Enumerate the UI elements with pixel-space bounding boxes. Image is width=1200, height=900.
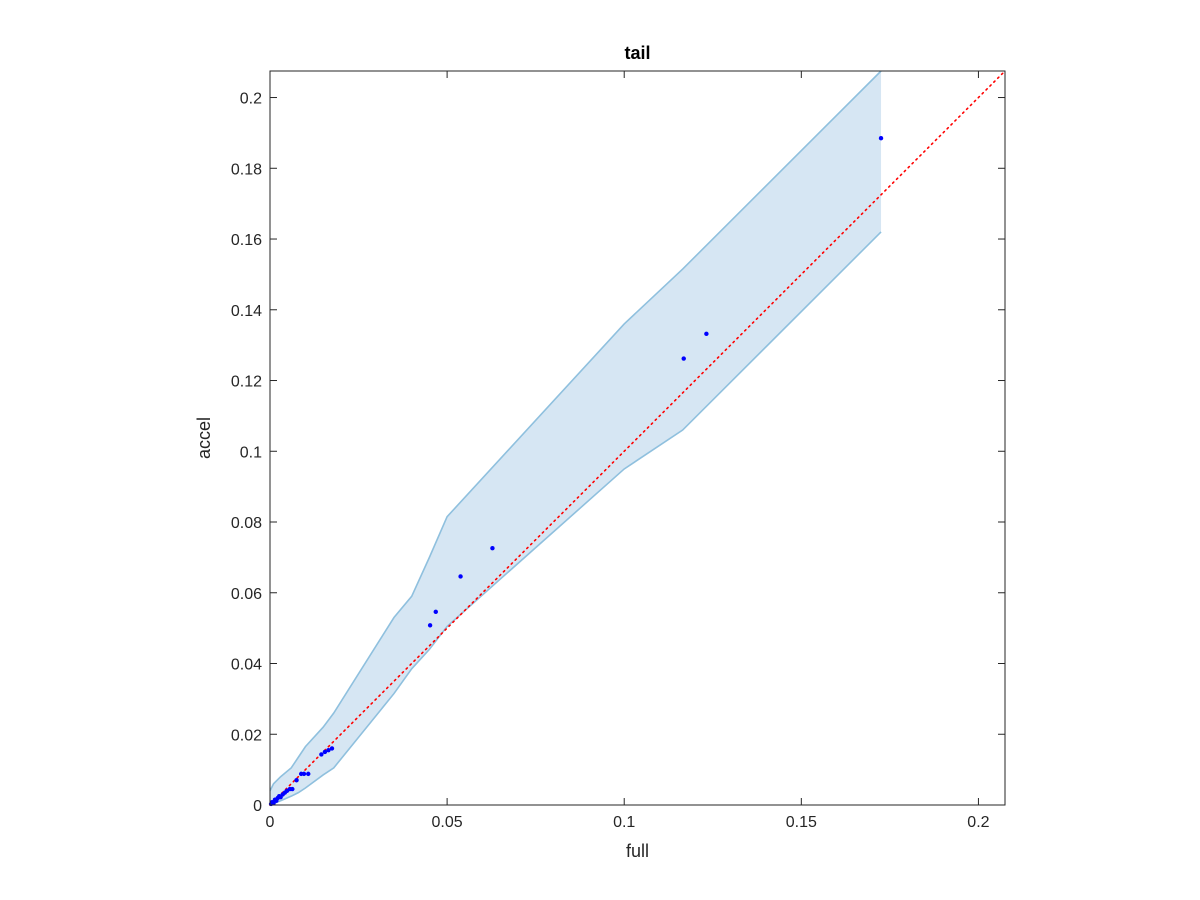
plot-frame bbox=[269, 70, 1006, 806]
y-tick-label: 0.08 bbox=[231, 515, 262, 532]
x-tick-label: 0.15 bbox=[786, 814, 817, 831]
data-point bbox=[322, 749, 328, 755]
y-tick-label: 0.04 bbox=[231, 657, 262, 674]
data-point bbox=[878, 136, 884, 141]
band-fill bbox=[270, 71, 882, 805]
x-axis-ticks: 0 0.05 0.1 0.15 0.2 bbox=[266, 71, 990, 831]
data-point bbox=[329, 746, 335, 751]
x-tick-label: 0.1 bbox=[613, 814, 635, 831]
data-point bbox=[319, 752, 324, 757]
reference-line-layer bbox=[269, 70, 1006, 806]
y-tick-label: 0.14 bbox=[231, 303, 262, 320]
data-point bbox=[290, 786, 295, 792]
data-point bbox=[294, 778, 299, 783]
data-points bbox=[268, 136, 884, 807]
reference-line bbox=[269, 70, 1006, 806]
band-upper-edge bbox=[269, 70, 882, 792]
x-tick-label: 0.2 bbox=[967, 814, 989, 831]
x-tick-label: 0 bbox=[266, 814, 275, 831]
data-point bbox=[271, 801, 276, 806]
chart-title: tail bbox=[624, 43, 650, 63]
data-point bbox=[301, 771, 307, 777]
data-point bbox=[704, 331, 709, 337]
y-tick-label: 0.18 bbox=[231, 161, 262, 178]
y-tick-label: 0 bbox=[253, 798, 262, 815]
data-point bbox=[427, 623, 433, 628]
y-axis-ticks: 0 0.02 0.04 0.06 0.08 0.1 0.12 0.14 0.16 0.18 0.2 bbox=[231, 91, 1005, 815]
data-point bbox=[681, 356, 686, 361]
y-tick-label: 0.06 bbox=[231, 586, 262, 603]
y-tick-label: 0.1 bbox=[240, 444, 262, 461]
y-tick-label: 0.2 bbox=[240, 91, 262, 108]
confidence-band bbox=[269, 70, 882, 806]
data-point bbox=[433, 609, 438, 615]
x-tick-label: 0.05 bbox=[432, 814, 463, 831]
y-tick-label: 0.16 bbox=[231, 232, 262, 249]
x-axis-label: full bbox=[626, 841, 649, 861]
band-lower-edge bbox=[269, 231, 882, 806]
data-point bbox=[306, 771, 311, 777]
data-point bbox=[458, 574, 463, 579]
y-tick-label: 0.02 bbox=[231, 727, 262, 744]
data-point bbox=[326, 747, 331, 753]
data-point bbox=[490, 545, 495, 551]
y-axis-label: accel bbox=[194, 417, 214, 459]
y-tick-label: 0.12 bbox=[231, 374, 262, 391]
